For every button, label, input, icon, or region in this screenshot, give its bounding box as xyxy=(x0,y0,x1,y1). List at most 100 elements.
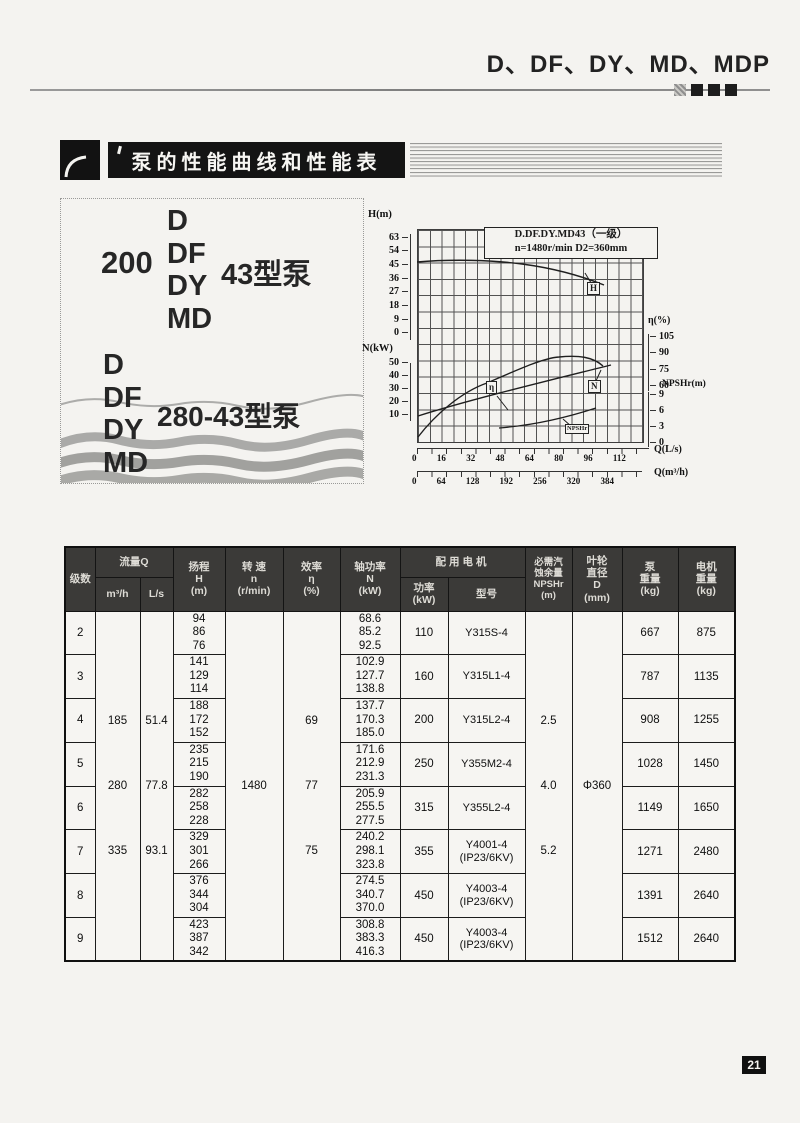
banner-texture xyxy=(410,143,722,177)
pump-curve-icon xyxy=(60,140,100,180)
logo-type-suffix: 43型泵 xyxy=(221,259,312,291)
axis-tick: 75 xyxy=(650,364,682,375)
page-number: 21 xyxy=(742,1056,766,1074)
head-values-cell: 188 172 152 xyxy=(172,698,226,743)
q-m3h-label: Q(m³/h) xyxy=(654,467,689,478)
chart-title: D.DF.DY.MD43（一级） xyxy=(514,229,628,240)
motor-weight-cell: 1650 xyxy=(677,785,736,831)
motor-power-cell: 450 xyxy=(399,917,449,962)
head-values-cell: 423 387 342 xyxy=(172,917,226,962)
table-row: 4 188 172 152 137.7 170.3 185.0 200 Y315L2-4… xyxy=(64,698,736,743)
axis-tick: 32 xyxy=(466,453,476,463)
square-icon xyxy=(674,84,686,96)
motor-model-cell: Y4003-4 (IP23/6KV) xyxy=(447,873,526,919)
motor-power-cell: 200 xyxy=(399,698,449,743)
model-label: DF xyxy=(167,237,206,270)
axis-tick: 63 xyxy=(389,232,408,243)
axis-tick: 90 xyxy=(650,347,682,358)
col-motor-weight: 电机 重量 (kg) xyxy=(677,546,736,612)
axis-tick: 6 xyxy=(650,405,682,416)
col-stage: 级数 xyxy=(64,546,96,612)
table-row: 5 235 215 190 171.6 212.9 231.3 250 Y355M2-4… xyxy=(64,741,736,787)
model-label: DF xyxy=(103,381,142,414)
axis-tick: 256 xyxy=(533,476,547,486)
banner-bar: 泵的性能曲线和性能表 xyxy=(108,142,405,178)
q-ls-axis xyxy=(417,448,649,454)
head-values-cell: 376 344 304 xyxy=(172,873,226,919)
motor-model-cell: Y355L2-4 xyxy=(447,785,526,831)
head-values-cell: 235 215 190 xyxy=(172,741,226,787)
axis-tick: 27 xyxy=(389,286,408,297)
h-axis-label: H(m) xyxy=(368,209,392,220)
npshr-axis-ticks: 9 6 3 0 xyxy=(650,389,682,448)
shaft-values-cell: 102.9 127.7 138.8 xyxy=(339,654,401,700)
axis-tick: 50 xyxy=(389,357,408,368)
curves-graphic xyxy=(417,259,612,438)
motor-weight-cell: 2640 xyxy=(677,873,736,919)
axis-tick: 10 xyxy=(389,409,408,420)
npshr-cell: 2.5 4.0 5.2 xyxy=(524,610,573,962)
pump-weight-cell: 1028 xyxy=(621,741,679,787)
axis-tick: 105 xyxy=(650,331,682,342)
pump-weight-cell: 908 xyxy=(621,698,679,743)
axis-tick: 45 xyxy=(389,259,408,270)
table-row: 2 185 280 335 51.4 77.8 93.1 94 86 76 1480 xyxy=(64,610,736,962)
chart-title-box: D.DF.DY.MD43（一级） n=1480r/min D2=360mm xyxy=(484,227,658,259)
axis-tick: 64 xyxy=(436,476,446,486)
motor-model-cell: Y4003-4 (IP23/6KV) xyxy=(447,917,526,962)
performance-table: 级数 流量Q 扬程 H (m) 转 速 n (r/min) 效率 η (%) 轴… xyxy=(64,546,737,963)
stage-cell: 3 xyxy=(64,654,96,700)
col-flow-group: 流量Q xyxy=(94,546,174,578)
motor-power-cell: 450 xyxy=(399,873,449,919)
q-m3h-ticks: 0 64 128 192 256 320 384 xyxy=(412,476,614,486)
diameter-cell: Φ360 xyxy=(571,610,623,962)
stage-cell: 8 xyxy=(64,873,96,919)
axis-tick: 192 xyxy=(499,476,513,486)
motor-model-cell: Y315L2-4 xyxy=(447,698,526,743)
col-efficiency: 效率 η (%) xyxy=(282,546,341,612)
n-axis-ticks: 50 40 30 20 10 xyxy=(362,357,408,420)
axis-tick: 60 xyxy=(650,380,682,391)
npshr-axis-bracket xyxy=(648,392,649,447)
model-label: MD xyxy=(167,302,213,335)
shaft-values-cell: 137.7 170.3 185.0 xyxy=(339,698,401,743)
motor-power-cell: 250 xyxy=(399,741,449,787)
stage-cell: 7 xyxy=(64,829,96,875)
axis-tick: 384 xyxy=(600,476,614,486)
chart-subtitle: n=1480r/min D2=360mm xyxy=(514,243,628,254)
n-axis-bracket xyxy=(410,363,411,421)
col-motor-model: 型号 xyxy=(447,576,526,612)
axis-tick: 96 xyxy=(583,453,593,463)
col-diameter: 叶轮 直径 D (mm) xyxy=(571,546,623,612)
model-label: MD xyxy=(103,446,149,479)
page-title: D、DF、DY、MD、MDP xyxy=(486,51,770,78)
h-axis-ticks: 63 54 45 36 27 18 9 0 xyxy=(362,232,408,339)
axis-tick: 112 xyxy=(612,453,626,463)
model-label: D xyxy=(167,205,188,237)
shaft-values-cell: 308.8 383.3 416.3 xyxy=(339,917,401,962)
banner-tick-mark xyxy=(117,145,122,155)
stage-cell: 6 xyxy=(64,785,96,831)
col-flow-ls: L/s xyxy=(139,576,174,612)
separator-squares xyxy=(674,84,737,96)
stage-cell: 9 xyxy=(64,917,96,962)
head-values-cell: 141 129 114 xyxy=(172,654,226,700)
section-banner: 泵的性能曲线和性能表 xyxy=(60,140,722,180)
axis-tick: 320 xyxy=(566,476,581,486)
pump-weight-cell: 667 xyxy=(621,610,679,656)
col-pump-weight: 泵 重量 (kg) xyxy=(621,546,679,612)
shaft-values-cell: 240.2 298.1 323.8 xyxy=(339,829,401,875)
stage-cell: 5 xyxy=(64,741,96,787)
flow-ls-cell: 51.4 77.8 93.1 xyxy=(139,610,174,962)
flow-m3h-cell: 185 280 335 xyxy=(94,610,141,962)
axis-tick: 9 xyxy=(650,389,682,400)
square-icon xyxy=(691,84,703,96)
logo-model-list: D DF DY MD xyxy=(167,205,212,335)
motor-weight-cell: 1135 xyxy=(677,654,736,700)
axis-tick: 18 xyxy=(389,300,408,311)
axis-tick: 64 xyxy=(524,453,534,463)
logo-type-suffix: 280-43型泵 xyxy=(157,401,301,432)
curve-label-n: N xyxy=(588,380,601,393)
square-icon xyxy=(708,84,720,96)
